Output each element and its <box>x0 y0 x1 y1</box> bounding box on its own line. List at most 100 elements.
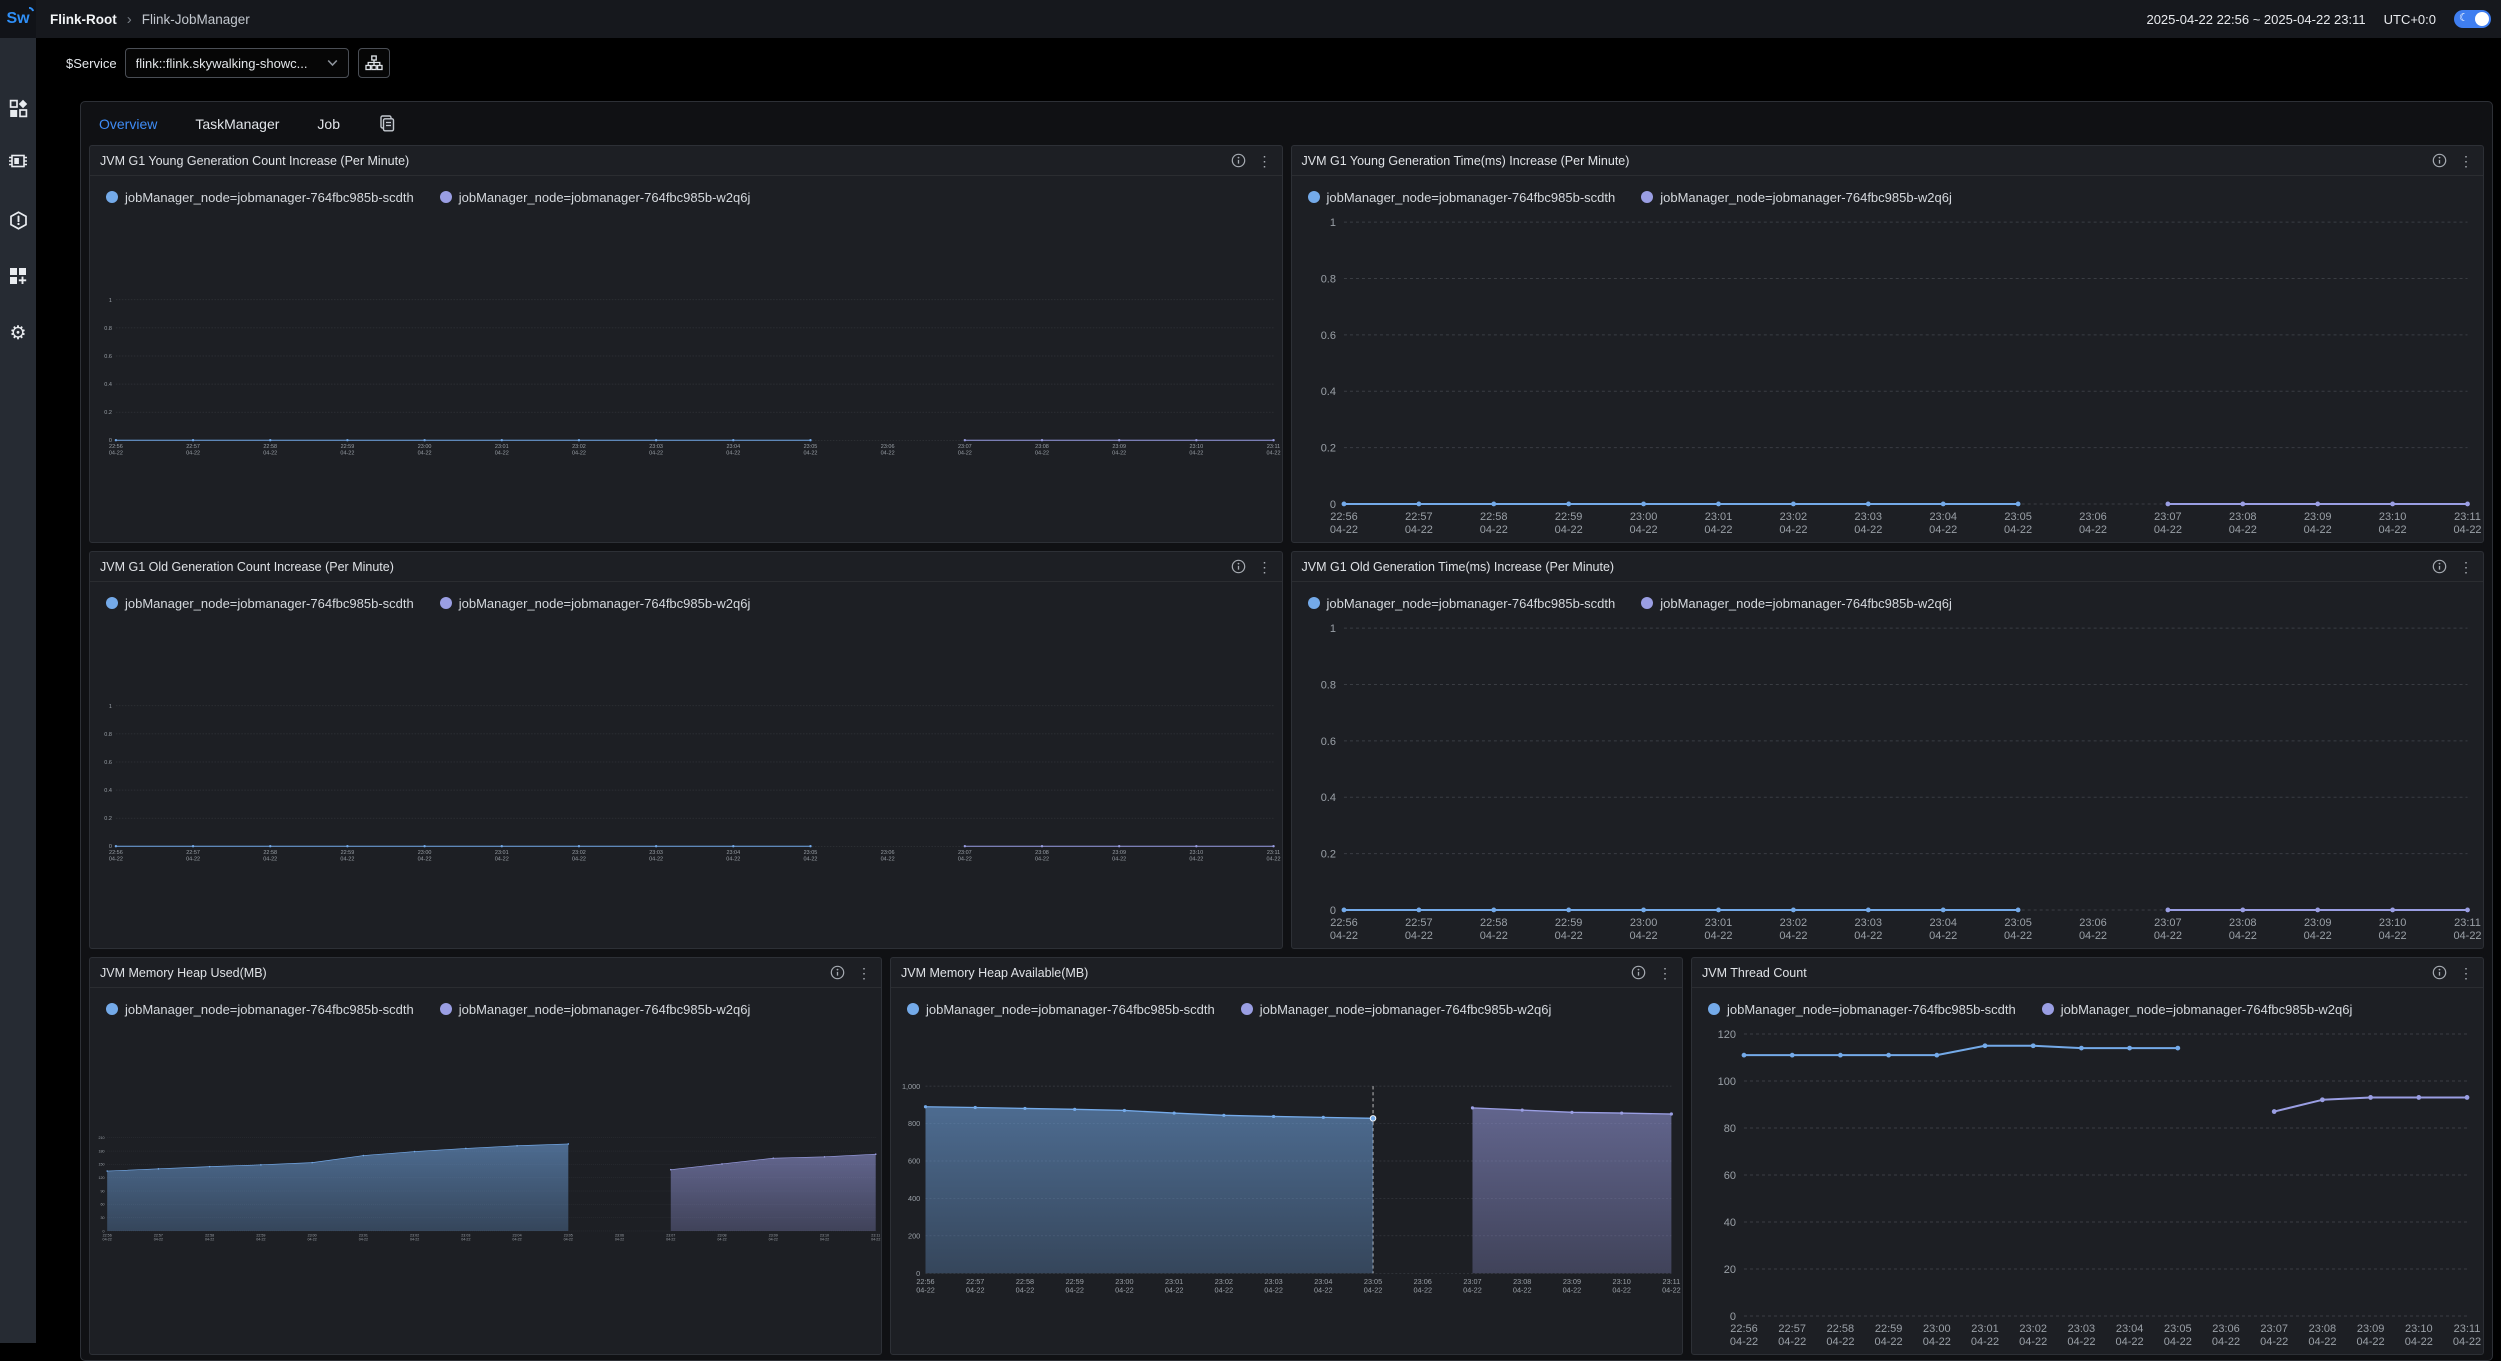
theme-toggle[interactable]: ☾ <box>2454 10 2491 28</box>
svg-text:04-22: 04-22 <box>2116 1336 2144 1348</box>
kebab-menu-icon[interactable]: ⋮ <box>1658 964 1672 981</box>
svg-text:22:56: 22:56 <box>109 444 123 450</box>
svg-text:23:04: 23:04 <box>1929 511 1957 523</box>
legend-item[interactable]: jobManager_node=jobmanager-764fbc985b-w2… <box>439 190 750 205</box>
svg-text:22:56: 22:56 <box>916 1277 934 1286</box>
legend-item[interactable]: jobManager_node=jobmanager-764fbc985b-w2… <box>439 596 750 611</box>
time-range-picker[interactable]: 2025-04-22 22:56 ~ 2025-04-22 23:11 <box>2146 11 2366 27</box>
info-icon[interactable] <box>1231 559 1246 574</box>
svg-text:04-22: 04-22 <box>1115 1286 1134 1295</box>
legend-item[interactable]: jobManager_node=jobmanager-764fbc985b-sc… <box>1708 1002 2016 1017</box>
svg-text:04-22: 04-22 <box>2260 1336 2288 1348</box>
chart-canvas[interactable]: 00.20.40.60.8122:5604-2222:5704-2222:580… <box>1292 212 2484 542</box>
chart-canvas[interactable]: 02004006008001,00022:5604-2222:5704-2222… <box>891 1024 1682 1354</box>
svg-text:23:10: 23:10 <box>1190 850 1204 856</box>
svg-text:0.8: 0.8 <box>1320 273 1335 285</box>
svg-text:23:10: 23:10 <box>2378 511 2406 523</box>
svg-text:04-22: 04-22 <box>307 1238 316 1242</box>
svg-text:04-22: 04-22 <box>649 857 663 863</box>
settings-gear-icon[interactable]: ⚙ <box>9 322 27 344</box>
svg-text:04-22: 04-22 <box>726 451 740 457</box>
chart-canvas[interactable]: 00.20.40.60.8122:5604-2222:5704-2222:580… <box>1292 618 2484 948</box>
logo-link[interactable]: Sw <box>0 0 36 38</box>
svg-text:23:08: 23:08 <box>717 1233 726 1237</box>
chart-canvas[interactable]: 030609012015018021022:5604-2222:5704-222… <box>90 1024 881 1354</box>
legend-dot-icon <box>907 1003 919 1015</box>
tab-taskmanager[interactable]: TaskManager <box>195 115 280 132</box>
breadcrumb: Flink-Root › Flink-JobManager <box>50 11 2146 28</box>
svg-text:04-22: 04-22 <box>1929 930 1957 942</box>
chart-canvas[interactable]: 00.20.40.60.8122:5604-2222:5704-2222:580… <box>90 618 1282 948</box>
legend-item[interactable]: jobManager_node=jobmanager-764fbc985b-sc… <box>1307 190 1615 205</box>
svg-text:23:11: 23:11 <box>2454 511 2481 523</box>
svg-text:04-22: 04-22 <box>1479 930 1507 942</box>
chart-canvas[interactable]: 02040608010012022:5604-2222:5704-2222:58… <box>1692 1024 2483 1354</box>
svg-text:22:59: 22:59 <box>1554 917 1582 929</box>
kebab-menu-icon[interactable]: ⋮ <box>2459 558 2473 575</box>
copy-dashboard-icon[interactable] <box>378 115 395 132</box>
svg-text:23:08: 23:08 <box>1035 444 1049 450</box>
tab-overview[interactable]: Overview <box>99 115 158 132</box>
info-icon[interactable] <box>1631 965 1646 980</box>
legend-dot-icon <box>106 597 118 609</box>
legend-item[interactable]: jobManager_node=jobmanager-764fbc985b-w2… <box>439 1002 750 1017</box>
legend-label: jobManager_node=jobmanager-764fbc985b-sc… <box>1326 595 1616 611</box>
legend-dot-icon <box>2041 1003 2054 1015</box>
tab-job[interactable]: Job <box>317 115 340 132</box>
legend-item[interactable]: jobManager_node=jobmanager-764fbc985b-sc… <box>1307 595 1616 611</box>
svg-text:23:03: 23:03 <box>1264 1277 1282 1286</box>
dashboard-icon[interactable] <box>0 95 36 121</box>
svg-text:23:10: 23:10 <box>820 1233 829 1237</box>
chart-panel: JVM Memory Heap Used(MB) ⋮ jobManager_no… <box>89 957 882 1355</box>
svg-text:04-22: 04-22 <box>418 857 432 863</box>
info-icon[interactable] <box>2432 153 2447 168</box>
info-icon[interactable] <box>2432 965 2447 980</box>
svg-text:210: 210 <box>98 1136 104 1140</box>
svg-text:04-22: 04-22 <box>966 1286 985 1295</box>
kebab-menu-icon[interactable]: ⋮ <box>2459 152 2473 169</box>
legend-item[interactable]: jobManager_node=jobmanager-764fbc985b-w2… <box>1641 596 1952 611</box>
layers-chip-icon[interactable] <box>0 148 36 174</box>
svg-text:04-22: 04-22 <box>572 451 586 457</box>
info-icon[interactable] <box>2432 559 2447 574</box>
svg-text:23:01: 23:01 <box>1704 917 1732 929</box>
alarm-hexagon-icon[interactable] <box>0 207 36 233</box>
svg-text:04-22: 04-22 <box>1704 524 1732 536</box>
svg-text:04-22: 04-22 <box>2308 1336 2336 1348</box>
svg-text:04-22: 04-22 <box>2303 524 2331 536</box>
svg-text:22:59: 22:59 <box>1554 511 1582 523</box>
svg-text:04-22: 04-22 <box>109 451 123 457</box>
legend-item[interactable]: jobManager_node=jobmanager-764fbc985b-sc… <box>907 1002 1215 1017</box>
svg-text:23:04: 23:04 <box>726 444 740 450</box>
kebab-menu-icon[interactable]: ⋮ <box>857 964 871 981</box>
legend-dot-icon <box>1641 597 1654 609</box>
info-icon[interactable] <box>1231 153 1246 168</box>
kebab-menu-icon[interactable]: ⋮ <box>2459 964 2473 981</box>
service-select[interactable]: flink::flink.skywalking-showc... <box>124 48 349 78</box>
svg-text:04-22: 04-22 <box>1035 857 1049 863</box>
legend-item[interactable]: jobManager_node=jobmanager-764fbc985b-sc… <box>106 596 414 611</box>
legend-item[interactable]: jobManager_node=jobmanager-764fbc985b-w2… <box>2041 1002 2352 1017</box>
legend-item[interactable]: jobManager_node=jobmanager-764fbc985b-w2… <box>1641 190 1952 205</box>
svg-text:23:03: 23:03 <box>461 1233 470 1237</box>
legend-label: jobManager_node=jobmanager-764fbc985b-sc… <box>125 595 414 611</box>
svg-text:04-22: 04-22 <box>1929 524 1957 536</box>
legend-item[interactable]: jobManager_node=jobmanager-764fbc985b-w2… <box>1240 1002 1551 1017</box>
svg-text:04-22: 04-22 <box>256 1238 265 1242</box>
chart-canvas[interactable]: 00.20.40.60.8122:5604-2222:5704-2222:580… <box>90 212 1282 542</box>
legend-item[interactable]: jobManager_node=jobmanager-764fbc985b-sc… <box>106 1002 414 1017</box>
info-icon[interactable] <box>830 965 845 980</box>
legend-item[interactable]: jobManager_node=jobmanager-764fbc985b-sc… <box>106 190 414 205</box>
svg-text:23:08: 23:08 <box>1035 850 1049 856</box>
chart-panel: JVM G1 Young Generation Time(ms) Increas… <box>1290 145 2484 543</box>
svg-text:04-22: 04-22 <box>1329 524 1357 536</box>
svg-text:04-22: 04-22 <box>820 1238 829 1242</box>
marketplace-icon[interactable] <box>0 263 36 289</box>
kebab-menu-icon[interactable]: ⋮ <box>1257 558 1272 575</box>
svg-text:22:57: 22:57 <box>154 1233 163 1237</box>
topology-button[interactable] <box>357 48 390 78</box>
chart-panel: JVM G1 Old Generation Count Increase (Pe… <box>89 551 1283 949</box>
breadcrumb-root[interactable]: Flink-Root <box>50 11 117 27</box>
kebab-menu-icon[interactable]: ⋮ <box>1257 152 1272 169</box>
legend-label: jobManager_node=jobmanager-764fbc985b-w2… <box>1660 189 1952 205</box>
